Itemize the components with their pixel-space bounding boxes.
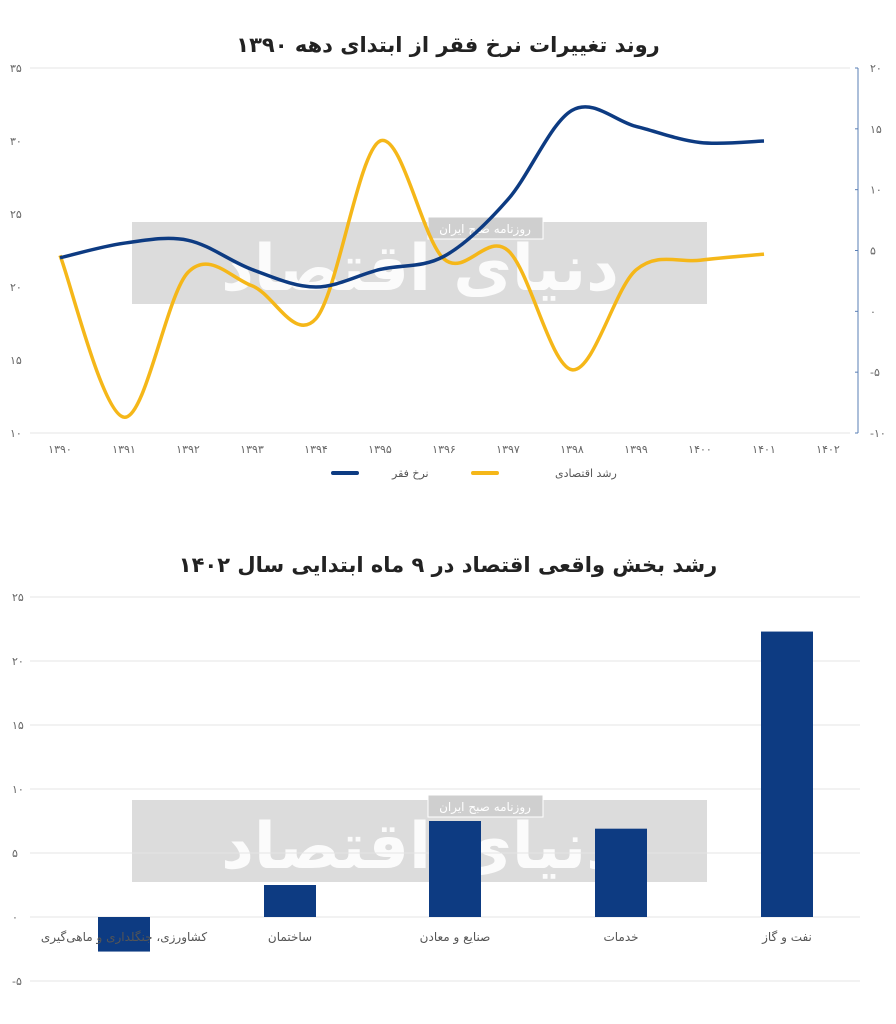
x-tick-label: ۱۳۹۶ [432, 443, 456, 456]
y-tick-label: ۱۰ [12, 783, 24, 796]
y-tick-label: ۲۰ [12, 655, 24, 668]
x-tick-label: ۱۳۹۴ [304, 443, 328, 456]
x-tick-label: ۱۳۹۵ [368, 443, 392, 456]
watermark-logo: دنیای اقتصاد [221, 232, 619, 306]
x-tick-label: ۱۳۹۸ [560, 443, 584, 456]
x-tick-label: ۱۳۹۱ [112, 443, 136, 456]
legend-label-poverty: نرخ فقر [391, 467, 429, 480]
series-line-growth [58, 138, 765, 419]
watermark-tag: روزنامه صبح ایران [439, 800, 531, 815]
x-tick-label: ۱۳۹۳ [240, 443, 264, 456]
y-tick-label: ۰ [12, 911, 18, 924]
category-label: خدمات [603, 930, 638, 944]
right-tick-label: ۰ [870, 305, 876, 318]
legend: نرخ فقر رشد اقتصادی [331, 467, 617, 480]
category-label: ساختمان [268, 930, 312, 944]
watermark-logo: دنیای اقتصاد [221, 810, 619, 884]
left-tick-label: ۱۵ [10, 354, 22, 367]
left-tick-label: ۳۵ [10, 62, 22, 75]
legend-label-growth: رشد اقتصادی [555, 467, 617, 480]
bar-chart-title: رشد بخش واقعی اقتصاد در ۹ ماه ابتدایی سا… [179, 553, 718, 577]
right-tick-label: ۱۰ [870, 184, 882, 197]
left-tick-label: ۲۵ [10, 208, 22, 221]
bar [264, 885, 316, 917]
x-tick-label: ۱۴۰۱ [752, 443, 776, 456]
x-tick-label: ۱۴۰۰ [688, 443, 712, 456]
left-tick-label: ۱۰ [10, 427, 22, 440]
x-tick-label: ۱۴۰۲ [816, 443, 840, 456]
y-tick-label: ۲۵ [12, 591, 24, 604]
y-tick-label: ۵ [12, 847, 18, 860]
bar [98, 917, 150, 952]
left-tick-label: ۲۰ [10, 281, 22, 294]
x-tick-label: ۱۳۹۹ [624, 443, 648, 456]
line-chart-title: روند تغییرات نرخ فقر از ابتدای دهه ۱۳۹۰ [236, 33, 659, 57]
bar [595, 828, 647, 917]
category-label: صنایع و معادن [420, 930, 491, 945]
right-tick-label: ۲۰ [870, 62, 882, 75]
left-tick-label: ۳۰ [10, 135, 22, 148]
right-tick-label: ۵ [870, 245, 876, 258]
series-line-poverty [59, 105, 765, 289]
bar [761, 631, 813, 917]
bar [429, 821, 481, 917]
category-label: نفت و گاز [761, 930, 812, 945]
watermark-tag: روزنامه صبح ایران [439, 222, 531, 237]
y-tick-label: ۱۵ [12, 719, 24, 732]
right-tick-label: -۵ [870, 366, 880, 379]
x-tick-label: ۱۳۹۰ [48, 443, 72, 456]
x-tick-label: ۱۳۹۲ [176, 443, 200, 456]
x-tick-label: ۱۳۹۷ [496, 443, 520, 456]
y-tick-label: -۵ [12, 975, 22, 988]
right-tick-label: -۱۰ [870, 427, 886, 440]
right-tick-label: ۱۵ [870, 123, 882, 136]
watermark-1: دنیای اقتصاد روزنامه صبح ایران [132, 216, 707, 306]
category-label: کشاورزی، جنگلداری و ماهی‌گیری [41, 930, 207, 945]
